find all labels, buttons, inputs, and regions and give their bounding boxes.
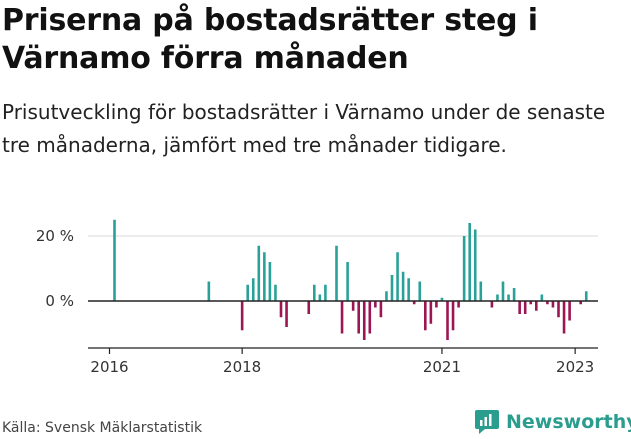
source-note: Källa: Svensk Mäklarstatistik	[2, 420, 203, 436]
bar	[279, 301, 283, 318]
bar	[446, 301, 449, 340]
bar	[407, 278, 410, 301]
bar	[335, 245, 338, 301]
bar	[379, 301, 383, 318]
newsworthy-logo-icon	[475, 410, 499, 434]
chart-subtitle: Prisutveckling för bostadsrätter i Värna…	[2, 100, 606, 157]
bar	[246, 284, 249, 301]
bar	[362, 301, 366, 340]
bar	[357, 301, 360, 334]
bar	[396, 252, 399, 301]
bar	[374, 301, 377, 308]
bar	[390, 275, 394, 301]
bar	[313, 284, 316, 301]
bar	[451, 301, 455, 331]
bar	[440, 297, 444, 301]
bar	[318, 294, 322, 301]
bar	[523, 301, 527, 314]
newsworthy-logo: Newsworthy	[474, 405, 631, 439]
bar	[479, 281, 483, 301]
bar	[468, 223, 471, 301]
bar	[424, 301, 427, 331]
bar	[351, 301, 355, 311]
bar	[385, 291, 388, 301]
bar	[435, 301, 438, 308]
bar	[546, 301, 549, 305]
bar	[584, 291, 588, 301]
bar	[274, 284, 277, 301]
bar-chart: 20 % 0 % 2016 2018 2021 2023 3 %	[36, 215, 613, 376]
y-tick-label: 20 %	[36, 227, 74, 245]
x-tick-label: 2021	[423, 358, 461, 376]
bar	[457, 301, 460, 308]
bar	[518, 301, 521, 314]
bar	[412, 301, 416, 305]
bar	[529, 301, 533, 305]
bar	[113, 219, 116, 301]
x-tick-label: 2023	[556, 358, 594, 376]
bar	[557, 301, 560, 318]
bar	[501, 281, 505, 301]
bar	[324, 284, 327, 301]
bar	[285, 301, 288, 327]
bar	[368, 301, 372, 334]
bar	[268, 262, 272, 301]
bar	[418, 281, 422, 301]
bar	[496, 294, 499, 301]
bar	[207, 281, 211, 301]
bar	[568, 301, 571, 321]
bar	[429, 301, 433, 324]
bar	[263, 252, 266, 301]
x-tick-label: 2016	[90, 358, 128, 376]
bar	[240, 301, 244, 331]
bar	[307, 301, 311, 314]
bar	[340, 301, 344, 334]
y-tick-label: 0 %	[45, 292, 74, 310]
bar	[462, 236, 466, 301]
bar	[512, 288, 516, 301]
bar	[473, 229, 477, 301]
chart-title: Priserna på bostadsrätter steg i Värnamo…	[2, 3, 538, 76]
bar	[251, 278, 255, 301]
bar	[507, 294, 510, 301]
x-tick-label: 2018	[223, 358, 261, 376]
brand-name: Newsworthy	[506, 411, 631, 433]
bar	[535, 301, 538, 311]
bar	[540, 294, 544, 301]
bar	[562, 301, 566, 334]
bar	[490, 301, 494, 308]
bar	[579, 301, 582, 305]
bar	[346, 262, 349, 301]
bar	[257, 245, 261, 301]
value-annotation: 3 %	[582, 215, 612, 219]
bar	[401, 271, 405, 301]
bar	[551, 301, 555, 308]
